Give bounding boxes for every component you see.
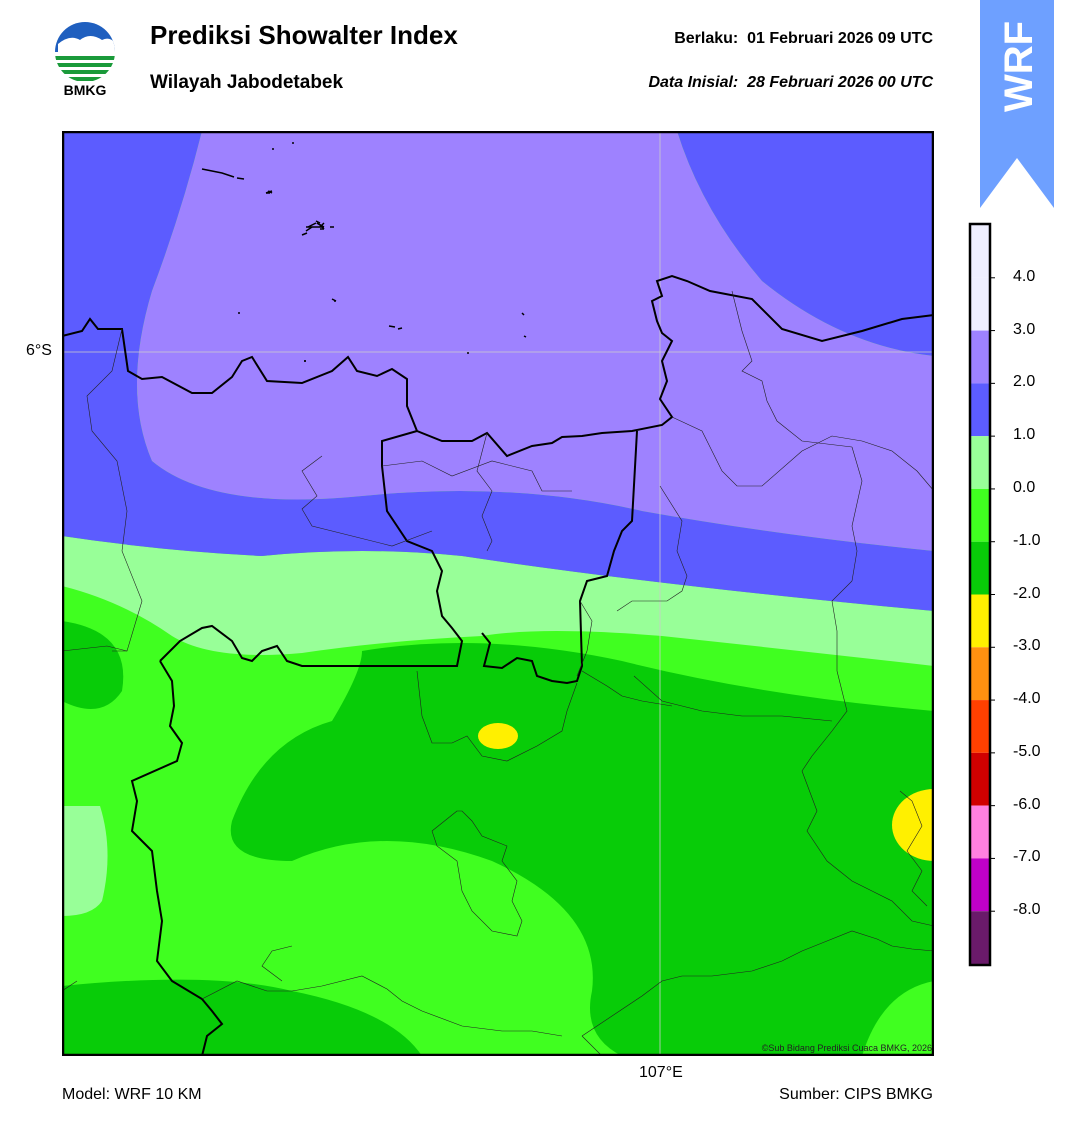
colorbar-bin-10 [971, 752, 989, 806]
field-band-minus2-minus1-west [62, 621, 124, 709]
coastline [62, 274, 934, 458]
colorbar-tick-label: -8.0 [1013, 901, 1041, 919]
colorbar-bin-0 [971, 225, 989, 278]
colorbar-tick-label: 1.0 [1013, 426, 1036, 444]
colorbar-tick-label: -3.0 [1013, 637, 1041, 655]
field-band-0-1-west [62, 806, 108, 916]
colorbar-bin-3 [971, 383, 989, 437]
bmkg-logo-icon [55, 22, 115, 82]
field-band-minus2-minus1-south [62, 979, 422, 1056]
source-info: Sumber: CIPS BMKG [779, 1086, 933, 1103]
province-boundary [159, 430, 638, 685]
showalter-map[interactable] [61, 130, 935, 1057]
page-title: Prediksi Showalter Index [150, 20, 458, 50]
colorbar-tick-label: 3.0 [1013, 320, 1036, 338]
province-boundary-west [130, 660, 224, 1056]
field-band-minus1-0-se [862, 981, 934, 1056]
colorbar-tick-label: -1.0 [1013, 531, 1041, 549]
map-border [61, 130, 935, 1057]
colorbar-bin-6 [971, 541, 989, 595]
colorbar-bin-7 [971, 594, 989, 648]
wrf-badge-label: WRF [997, 21, 1041, 112]
colorbar-bin-12 [971, 858, 989, 912]
colorbar-tick-label: -2.0 [1013, 584, 1041, 602]
regency-boundaries [62, 290, 934, 1056]
colorbar-bin-11 [971, 805, 989, 859]
logo-text: BMKG [63, 82, 107, 98]
field-band-1-2 [62, 131, 934, 611]
colorbar-tick-label: -6.0 [1013, 795, 1041, 813]
page-subtitle: Wilayah Jabodetabek [150, 72, 344, 93]
field-band-minus2-minus1-center [230, 643, 934, 1056]
colorbar-tick-label: -5.0 [1013, 742, 1041, 760]
lat-tick-label: 6°S [26, 342, 52, 359]
colorbar-bin-1 [971, 277, 989, 331]
wrf-badge-shape [980, 0, 1054, 208]
colorbar-tick-label: -7.0 [1013, 848, 1041, 866]
thousand-islands [201, 142, 527, 362]
colorbar-tick-label: 4.0 [1013, 267, 1036, 285]
colorbar-tick-label: -4.0 [1013, 690, 1041, 708]
map-copyright: ©Sub Bidang Prediksi Cuaca BMKG, 2026 [761, 1043, 932, 1053]
field-band-minus3-minus2-center [478, 723, 518, 749]
map-panel[interactable] [61, 130, 935, 1057]
init-time: Data Inisial: 28 Februari 2026 00 UTC [648, 74, 933, 91]
colorbar-bin-13 [971, 911, 989, 964]
field-band-2-3 [137, 131, 934, 551]
wrf-badge: WRF [980, 0, 1054, 208]
colorbar [968, 222, 995, 967]
colorbar-bin-9 [971, 700, 989, 753]
colorbar-scale [968, 222, 995, 967]
lon-tick-label: 107°E [639, 1064, 683, 1081]
colorbar-bin-2 [971, 330, 989, 384]
bmkg-logo: BMKG [50, 18, 120, 102]
valid-time: Berlaku: 01 Februari 2026 09 UTC [674, 30, 933, 47]
model-info: Model: WRF 10 KM [62, 1086, 202, 1103]
colorbar-bin-5 [971, 488, 989, 542]
field-band-0-1 [62, 536, 934, 666]
field-band-minus3-minus2-east [892, 789, 934, 861]
colorbar-tick-label: 0.0 [1013, 478, 1036, 496]
colorbar-bin-4 [971, 436, 989, 489]
colorbar-tick-label: 2.0 [1013, 373, 1036, 391]
colorbar-bin-8 [971, 647, 989, 701]
